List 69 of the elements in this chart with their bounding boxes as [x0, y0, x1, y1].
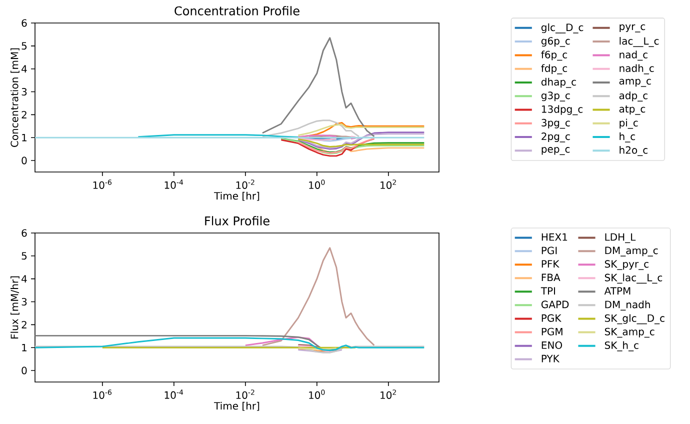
y-tick-label: 1: [22, 344, 26, 352]
legend-label: HEX1: [542, 233, 568, 241]
legend-label: PGI: [542, 246, 557, 254]
legend-label: FBA: [542, 274, 560, 282]
x-tick-label: 10$^{2}$: [380, 180, 396, 189]
legend-label: glc__D_c: [541, 23, 584, 34]
y-tick-label: 2: [22, 110, 26, 118]
x-tick-label: 10$^{2}$: [380, 390, 396, 399]
legend-label: h2o_c: [620, 146, 648, 156]
x-tick-label: 10$^{-4}$: [164, 180, 184, 189]
legend-label: adp_c: [619, 92, 648, 102]
y-tick-label: 0: [22, 366, 27, 374]
legend-label: GAPD: [541, 300, 569, 308]
x-tick-label: 10$^{-2}$: [236, 180, 254, 189]
legend-label: amp_c: [619, 78, 651, 87]
legend-label: ATPM: [604, 287, 630, 295]
y-tick-label: 3: [22, 298, 27, 306]
x-tick-label: 10$^{-6}$: [93, 180, 112, 189]
x-tick-label: 10$^{0}$: [309, 390, 325, 399]
legend-label: LDH_L: [605, 233, 636, 244]
chart-title: Flux Profile: [205, 216, 270, 226]
legend-label: fdp_c: [541, 64, 567, 74]
legend-label: lac__L_c: [620, 37, 659, 47]
y-tick-label: 1: [22, 134, 26, 142]
legend-label: TPI: [540, 287, 556, 295]
legend-label: nadh_c: [620, 64, 654, 74]
legend-label: f6p_c: [541, 50, 568, 61]
x-tick-label: 10$^{-4}$: [164, 390, 184, 399]
legend-label: ENO: [542, 341, 562, 349]
x-tick-label: 10$^{0}$: [309, 180, 325, 189]
legend-label: SK_lac__L_c: [604, 274, 662, 284]
legend-label: 13dpg_c: [542, 105, 583, 116]
x-axis-title: Time [hr]: [214, 192, 260, 201]
legend-label: 3pg_c: [542, 118, 570, 129]
legend-label: PGM: [542, 328, 562, 336]
legend-label: g3p_c: [541, 92, 570, 102]
legend-label: PYK: [542, 354, 560, 362]
legend-label: h_c: [620, 132, 636, 142]
y-tick-label: 0: [22, 156, 27, 164]
chart-title: Concentration Profile: [174, 6, 300, 16]
x-tick-label: 10$^{-2}$: [236, 390, 254, 399]
legend-label: atp_c: [619, 105, 646, 115]
legend-label: SK_pyr_c: [604, 260, 648, 270]
y-tick-label: 6: [22, 19, 27, 27]
y-tick-label: 3: [22, 88, 27, 96]
y-tick-label: 5: [22, 252, 27, 260]
y-axis-title: Flux [mM/hr]: [10, 276, 20, 338]
legend-label: PGK: [542, 314, 562, 322]
y-axis-title: Concentration [mM]: [10, 48, 20, 147]
y-tick-label: 2: [22, 320, 26, 328]
y-tick-label: 6: [22, 229, 27, 237]
legend-label: g6p_c: [541, 37, 570, 47]
x-tick-label: 10$^{-6}$: [93, 390, 112, 399]
legend-label: pep_c: [542, 147, 570, 156]
legend-label: DM_nadh: [605, 300, 650, 311]
y-tick-label: 5: [22, 42, 27, 50]
legend-label: PFK: [542, 260, 560, 268]
legend-label: pi_c: [620, 118, 638, 129]
legend-label: pyr_c: [620, 24, 646, 32]
legend-label: dhap_c: [541, 78, 576, 88]
legend-label: SK_glc__D_c: [604, 314, 664, 324]
legend-label: SK_amp_c: [604, 328, 654, 338]
legend-label: DM_amp_c: [605, 246, 658, 256]
y-tick-label: 4: [22, 65, 27, 72]
legend-label: nad_c: [620, 50, 648, 61]
legend-label: 2pg_c: [542, 132, 570, 142]
legend-label: SK_h_c: [604, 341, 638, 352]
y-tick-label: 4: [22, 275, 27, 282]
x-axis-title: Time [hr]: [214, 402, 260, 411]
